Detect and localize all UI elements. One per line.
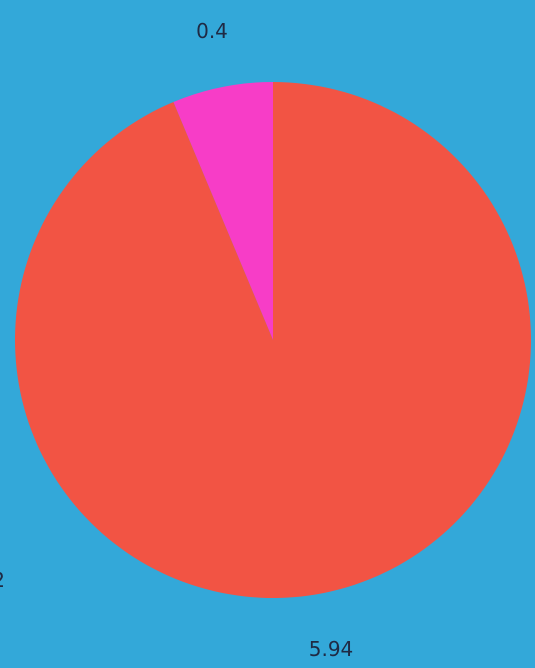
pie-labels: 0.4 5.94 2 bbox=[0, 19, 353, 661]
pie-slice-label: 0.4 bbox=[196, 19, 228, 43]
pie-slice-label: 2 bbox=[0, 568, 5, 592]
pie-slice-5-94 bbox=[15, 82, 532, 598]
pie-slices bbox=[15, 82, 532, 598]
pie-slice-label: 5.94 bbox=[309, 637, 354, 661]
pie-slice-0-4 bbox=[173, 82, 273, 340]
